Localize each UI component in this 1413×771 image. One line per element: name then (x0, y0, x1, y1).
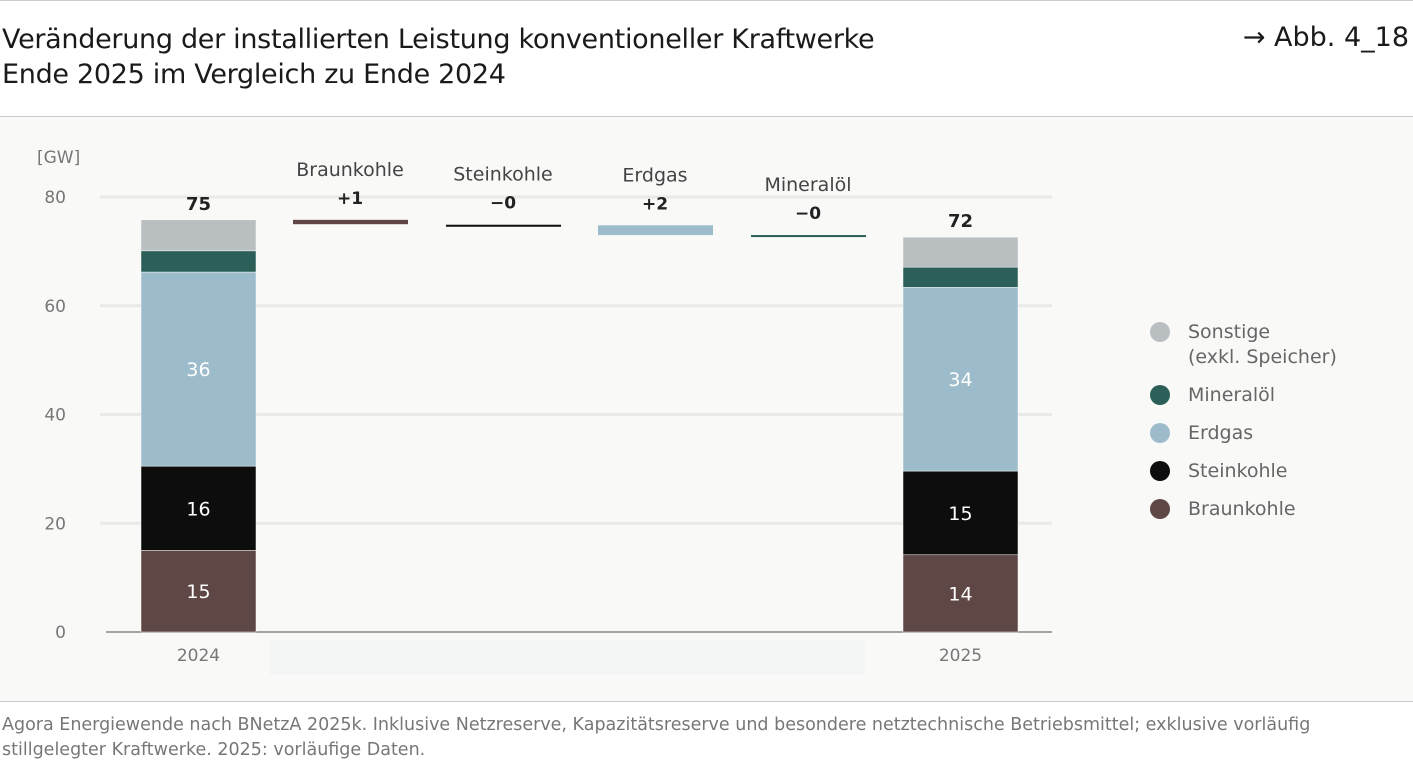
change-category-label: Steinkohle (453, 164, 552, 186)
chart-title: Veränderung der installierten Leistung k… (2, 22, 875, 92)
segment-label: 34 (948, 369, 972, 391)
bar-segment-erdgas (902, 287, 1019, 472)
bar-segment-mineralöl (140, 250, 257, 273)
total-label: 75 (186, 194, 211, 215)
change-bar-erdgas (598, 225, 713, 236)
bar-segment-braunkohle (902, 554, 1019, 633)
legend-item: Mineralöl (1150, 383, 1337, 408)
legend-label: Braunkohle (1188, 498, 1296, 520)
segment-label: 14 (948, 583, 972, 605)
legend-swatch (1150, 385, 1170, 405)
y-tick-label: 20 (44, 514, 66, 534)
bar-segment-steinkohle (902, 470, 1019, 556)
y-tick-label: 40 (44, 406, 66, 426)
segment-label: 15 (186, 581, 210, 603)
legend-item: Erdgas (1150, 421, 1337, 446)
change-category-label: Braunkohle (296, 159, 404, 181)
legend-label: Mineralöl (1188, 384, 1276, 406)
segment-label: 15 (948, 503, 972, 525)
axis-band (270, 640, 865, 675)
legend-label: Sonstige (exkl. Speicher) (1188, 321, 1337, 368)
y-tick-label: 60 (44, 297, 66, 317)
change-bar-steinkohle (446, 224, 561, 227)
total-label: 72 (948, 211, 973, 232)
title-line-1: Veränderung der installierten Leistung k… (2, 24, 875, 55)
change-value-label: −0 (795, 204, 821, 224)
bar-segment-mineralöl (902, 266, 1019, 288)
segment-label: 36 (186, 359, 210, 381)
change-value-label: −0 (490, 194, 516, 214)
legend-item: Steinkohle (1150, 459, 1337, 484)
change-category-label: Erdgas (622, 164, 687, 186)
change-value-label: +2 (642, 194, 668, 214)
legend-label: Steinkohle (1188, 460, 1288, 482)
y-axis-label: [GW] (37, 148, 80, 168)
segment-label: 16 (186, 498, 210, 520)
top-rule (0, 0, 1413, 1)
legend-item: Sonstige (exkl. Speicher) (1150, 320, 1337, 370)
title-line-2: Ende 2025 im Vergleich zu Ende 2024 (2, 59, 506, 90)
y-tick-label: 80 (44, 188, 66, 208)
legend-label: Erdgas (1188, 422, 1254, 444)
legend-swatch (1150, 499, 1170, 519)
x-tick-label: 2024 (177, 646, 220, 666)
legend-item: Braunkohle (1150, 497, 1337, 522)
change-category-label: Mineralöl (764, 174, 851, 196)
change-value-label: +1 (337, 189, 363, 209)
legend-swatch (1150, 461, 1170, 481)
change-bar-mineralöl (751, 235, 866, 238)
legend-swatch (1150, 322, 1170, 342)
legend: Sonstige (exkl. Speicher) Mineralöl Erdgas S… (1150, 320, 1337, 535)
bar-segment-sonstige (140, 219, 257, 252)
x-tick-label: 2025 (939, 646, 982, 666)
footnote: Agora Energiewende nach BNetzA 2025k. In… (2, 715, 1311, 760)
bar-segment-steinkohle (140, 465, 257, 551)
bar-segment-sonstige (902, 236, 1019, 268)
bar-segment-braunkohle (140, 550, 257, 633)
bar-segment-erdgas (140, 271, 257, 467)
figure-reference: → Abb. 4_18 (1242, 22, 1409, 53)
y-tick-label: 0 (55, 623, 66, 643)
change-bar-braunkohle (293, 219, 408, 225)
legend-swatch (1150, 423, 1170, 443)
